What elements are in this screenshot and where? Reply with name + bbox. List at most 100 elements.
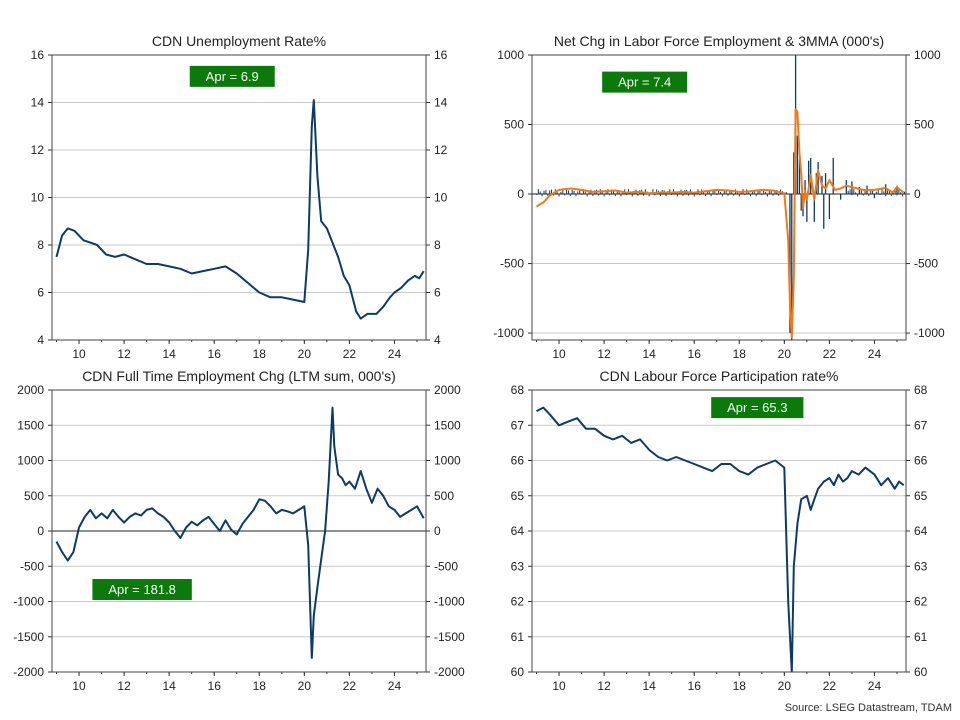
x-tick-label: 18 (733, 679, 747, 693)
y-tick-label-left: 6 (37, 286, 44, 300)
y-tick-label-left: 16 (31, 48, 45, 62)
x-tick-label: 24 (868, 679, 882, 693)
y-tick-label-right: 2000 (434, 383, 461, 397)
x-tick-label: 10 (552, 679, 566, 693)
y-tick-label-right: -1500 (434, 630, 465, 644)
y-tick-label-left: 67 (511, 418, 525, 432)
series-line (535, 108, 905, 339)
y-tick-label-left: 14 (31, 96, 45, 110)
y-tick-label-right: 66 (914, 454, 928, 468)
y-tick-label-right: 10 (434, 191, 448, 205)
series-line (536, 406, 905, 672)
x-tick-label: 10 (72, 679, 86, 693)
y-tick-label-left: -500 (20, 559, 44, 573)
plot-frame (531, 389, 907, 673)
y-tick-label-left: 68 (511, 383, 525, 397)
y-tick-label-left: 60 (511, 665, 525, 679)
y-tick-label-left: -1000 (13, 595, 44, 609)
plot-area (55, 99, 425, 320)
plot-frame (51, 54, 427, 341)
x-tick-label: 16 (208, 347, 222, 361)
annotation-label: Apr = 181.8 (108, 582, 176, 597)
chart-title: CDN Unemployment Rate% (152, 33, 326, 49)
plot-frame (51, 389, 427, 673)
y-tick-label-right: -1000 (914, 326, 945, 340)
x-tick-label: 10 (552, 347, 566, 361)
x-tick-label: 22 (823, 347, 837, 361)
source-note: Source: LSEG Datastream, TDAM (784, 702, 952, 714)
y-tick-label-left: 65 (511, 489, 525, 503)
chart-panel-net-change-employment: Net Chg in Labor Force Employment & 3MMA… (493, 33, 945, 361)
chart-title: Net Chg in Labor Force Employment & 3MMA… (554, 33, 884, 49)
chart-panel-unemployment-rate: CDN Unemployment Rate% 4 4 6 6 8 8 10 10 12 12 14 14… (31, 33, 448, 361)
x-tick-label: 14 (642, 347, 656, 361)
y-tick-label-left: 1000 (17, 454, 44, 468)
y-tick-label-right: 63 (914, 559, 928, 573)
y-tick-label-left: -500 (500, 257, 524, 271)
y-tick-label-left: 500 (504, 118, 524, 132)
y-tick-label-left: -2000 (13, 665, 44, 679)
y-tick-label-left: 66 (511, 454, 525, 468)
y-tick-label-right: 12 (434, 143, 448, 157)
y-tick-label-right: 67 (914, 418, 928, 432)
plot-area (536, 406, 905, 672)
y-tick-label-right: 14 (434, 96, 448, 110)
y-tick-label-right: 6 (434, 286, 441, 300)
annotation-badge (91, 578, 193, 602)
y-tick-label-right: 1000 (434, 454, 461, 468)
y-tick-label-left: 0 (517, 187, 524, 201)
annotation-badge (710, 396, 805, 420)
y-tick-label-left: 61 (511, 630, 525, 644)
annotation-label: Apr = 65.3 (727, 400, 787, 415)
y-tick-label-left: 12 (31, 143, 45, 157)
y-tick-label-right: 0 (434, 524, 441, 538)
y-tick-label-right: 500 (434, 489, 454, 503)
y-tick-label-left: 64 (511, 524, 525, 538)
y-tick-label-right: 8 (434, 238, 441, 252)
plot-area (535, 55, 906, 340)
x-tick-label: 12 (597, 679, 611, 693)
y-tick-label-left: 63 (511, 559, 525, 573)
y-tick-label-right: -500 (914, 257, 938, 271)
series-line (55, 99, 425, 320)
annotation-label: Apr = 6.9 (206, 69, 259, 84)
x-tick-label: 18 (733, 347, 747, 361)
x-tick-label: 22 (823, 679, 837, 693)
y-tick-label-left: 1000 (497, 48, 524, 62)
y-tick-label-right: -2000 (434, 665, 465, 679)
x-tick-label: 18 (253, 679, 267, 693)
x-tick-label: 14 (162, 679, 176, 693)
chart-panel-participation-rate: CDN Labour Force Participation rate% 60 60… (511, 368, 928, 693)
y-tick-label-left: 500 (24, 489, 44, 503)
x-tick-label: 16 (688, 679, 702, 693)
x-tick-label: 20 (298, 347, 312, 361)
annotation-badge (601, 70, 689, 94)
y-tick-label-right: 4 (434, 333, 441, 347)
x-tick-label: 24 (868, 347, 882, 361)
y-tick-label-right: 0 (914, 187, 921, 201)
annotation-label: Apr = 7.4 (618, 75, 671, 90)
x-tick-label: 16 (688, 347, 702, 361)
y-tick-label-left: 1500 (17, 418, 44, 432)
y-tick-label-left: 8 (37, 238, 44, 252)
x-tick-label: 22 (343, 347, 357, 361)
y-tick-label-right: 500 (914, 118, 934, 132)
x-tick-label: 16 (208, 679, 222, 693)
annotation-badge (188, 64, 276, 88)
y-tick-label-left: 2000 (17, 383, 44, 397)
x-tick-label: 12 (117, 679, 131, 693)
y-tick-label-left: -1500 (13, 630, 44, 644)
y-tick-label-left: 0 (37, 524, 44, 538)
x-tick-label: 14 (162, 347, 176, 361)
chart-title: CDN Labour Force Participation rate% (600, 368, 839, 384)
y-tick-label-right: 68 (914, 383, 928, 397)
y-tick-label-left: 4 (37, 333, 44, 347)
x-tick-label: 20 (778, 679, 792, 693)
x-tick-label: 12 (117, 347, 131, 361)
y-tick-label-left: 10 (31, 191, 45, 205)
x-tick-label: 20 (778, 347, 792, 361)
series-line (55, 406, 425, 659)
x-tick-label: 14 (642, 679, 656, 693)
x-tick-label: 12 (597, 347, 611, 361)
